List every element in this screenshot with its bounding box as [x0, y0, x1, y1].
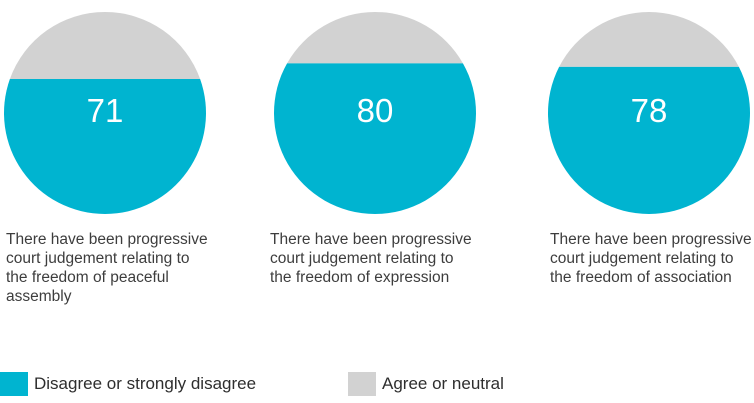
pie-svg: 80: [274, 11, 476, 214]
pie-caption: There have been progressive court judgem…: [270, 231, 472, 286]
slice-agree-or-neutral: [287, 11, 463, 64]
pie-chart-association: 78 There have been progressive court jud…: [544, 0, 754, 350]
legend-label-agree: Agree or neutral: [382, 374, 504, 393]
legend-swatch-disagree: [0, 372, 28, 396]
value-label: 78: [631, 92, 668, 129]
value-label: 80: [357, 92, 394, 129]
slice-disagree-or-strongly-disagree: [548, 66, 750, 215]
legend: Disagree or strongly disagree Agree or n…: [0, 368, 754, 398]
pie-svg: 78: [548, 12, 750, 215]
pie-caption: There have been progressive court judgem…: [550, 231, 752, 286]
slice-agree-or-neutral: [559, 12, 739, 67]
pie-caption: There have been progressive court judgem…: [6, 231, 208, 305]
pie-svg: 71: [3, 11, 207, 214]
pie-chart-expression: 80 There have been progressive court jud…: [270, 0, 480, 350]
value-label: 71: [87, 92, 124, 129]
slice-disagree-or-strongly-disagree: [3, 79, 207, 214]
slice-disagree-or-strongly-disagree: [274, 63, 476, 214]
pie-chart-peaceful-assembly: 71 There have been progressive court jud…: [0, 0, 210, 350]
slice-agree-or-neutral: [9, 11, 201, 80]
legend-swatch-agree: [348, 372, 376, 396]
legend-label-disagree: Disagree or strongly disagree: [34, 374, 257, 393]
